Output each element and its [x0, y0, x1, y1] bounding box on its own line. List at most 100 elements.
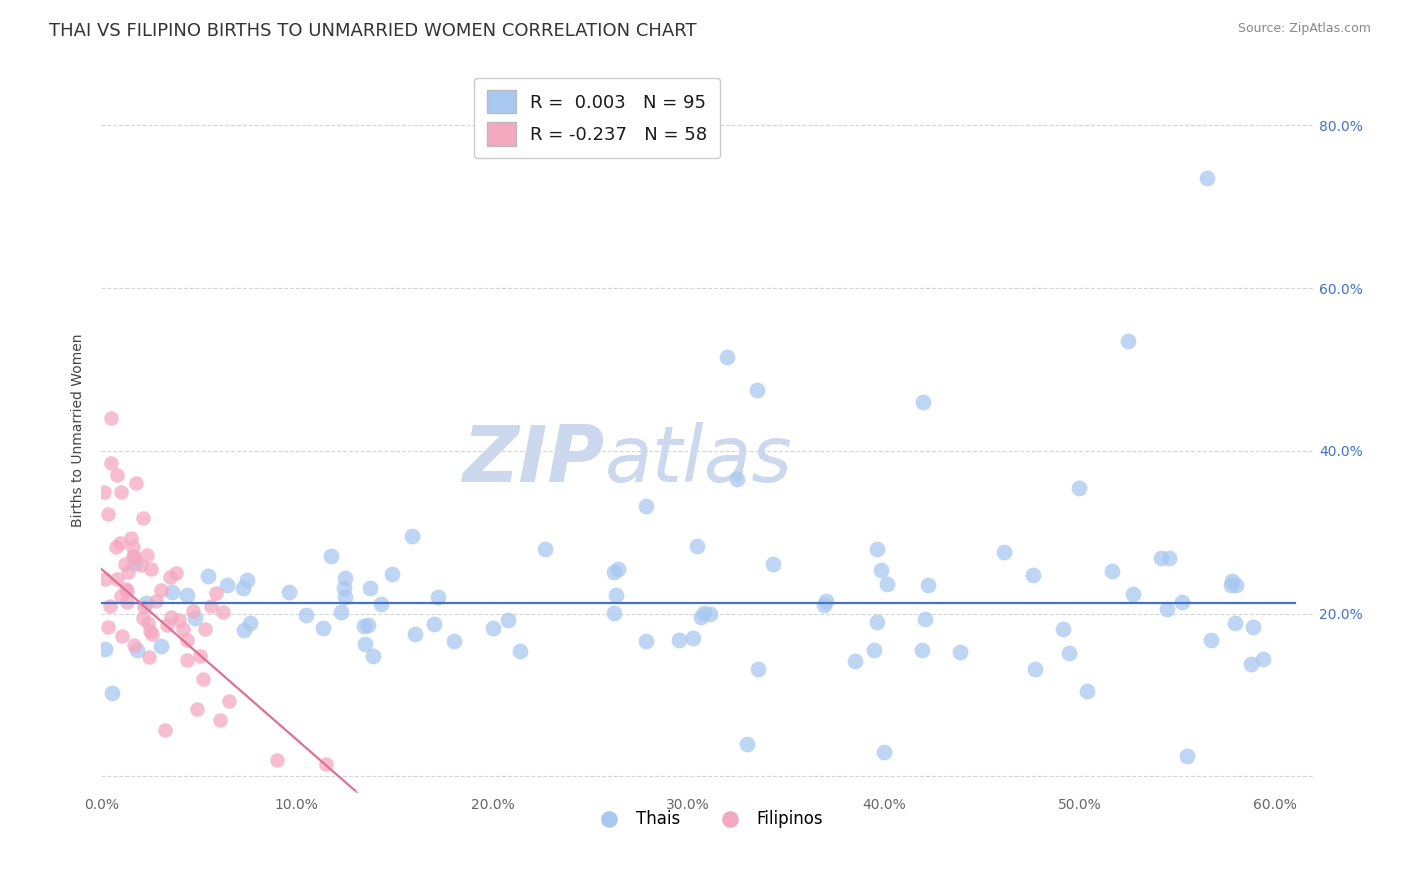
Point — [97, 508, 120, 522]
Point — [156, 618, 179, 632]
Point — [1057, 646, 1080, 660]
Point — [150, 583, 173, 598]
Point — [865, 541, 887, 556]
Point — [184, 611, 207, 625]
Point — [186, 701, 208, 715]
Point — [634, 633, 657, 648]
Point — [100, 456, 122, 470]
Point — [124, 638, 146, 652]
Point — [295, 608, 318, 623]
Point — [114, 557, 136, 571]
Point — [93, 485, 115, 500]
Point — [1240, 657, 1263, 672]
Point — [311, 621, 333, 635]
Point — [865, 615, 887, 629]
Point — [141, 562, 163, 576]
Point — [1195, 171, 1218, 186]
Point — [129, 558, 152, 573]
Point — [321, 549, 343, 563]
Point — [354, 637, 377, 651]
Point — [1052, 622, 1074, 636]
Point — [94, 641, 117, 656]
Point — [97, 620, 120, 634]
Point — [134, 599, 156, 614]
Point — [176, 632, 198, 647]
Point — [124, 556, 146, 570]
Point — [105, 468, 128, 483]
Point — [686, 539, 709, 553]
Point — [509, 644, 531, 658]
Point — [496, 613, 519, 627]
Point — [98, 599, 121, 614]
Point — [212, 605, 235, 619]
Point — [359, 581, 381, 595]
Point — [100, 686, 122, 700]
Point — [911, 395, 934, 409]
Point — [949, 645, 972, 659]
Point — [115, 584, 138, 599]
Point — [482, 621, 505, 635]
Point — [110, 535, 132, 549]
Point — [188, 649, 211, 664]
Point — [232, 581, 254, 595]
Point — [747, 662, 769, 676]
Point — [682, 631, 704, 645]
Point — [122, 549, 145, 563]
Point — [606, 562, 628, 576]
Point — [716, 351, 738, 365]
Point — [125, 476, 148, 491]
Point — [603, 606, 626, 620]
Point — [870, 563, 893, 577]
Point — [423, 617, 446, 632]
Point — [876, 577, 898, 591]
Point — [94, 573, 117, 587]
Text: ZIP: ZIP — [463, 422, 605, 498]
Point — [329, 605, 352, 619]
Point — [236, 573, 259, 587]
Point — [636, 499, 658, 513]
Point — [135, 548, 157, 562]
Text: atlas: atlas — [605, 422, 793, 498]
Point — [1170, 595, 1192, 609]
Point — [135, 596, 157, 610]
Point — [115, 595, 138, 609]
Point — [735, 737, 758, 751]
Point — [120, 531, 142, 545]
Point — [110, 590, 132, 604]
Point — [141, 627, 163, 641]
Point — [239, 615, 262, 630]
Point — [159, 570, 181, 584]
Point — [149, 639, 172, 653]
Point — [1159, 551, 1181, 566]
Point — [115, 582, 138, 596]
Point — [911, 643, 934, 657]
Point — [873, 745, 896, 759]
Point — [863, 642, 886, 657]
Legend: Thais, Filipinos: Thais, Filipinos — [585, 804, 830, 835]
Point — [917, 578, 939, 592]
Point — [127, 643, 149, 657]
Point — [725, 472, 748, 486]
Point — [105, 540, 128, 554]
Point — [165, 566, 187, 580]
Point — [122, 550, 145, 565]
Point — [404, 627, 426, 641]
Y-axis label: Births to Unmarried Women: Births to Unmarried Women — [72, 334, 86, 527]
Point — [1156, 602, 1178, 616]
Point — [1022, 568, 1045, 582]
Point — [117, 565, 139, 579]
Point — [762, 557, 785, 571]
Point — [361, 648, 384, 663]
Point — [132, 511, 155, 525]
Text: Source: ZipAtlas.com: Source: ZipAtlas.com — [1237, 22, 1371, 36]
Point — [153, 723, 176, 738]
Point — [689, 610, 711, 624]
Point — [1122, 587, 1144, 601]
Point — [353, 619, 375, 633]
Point — [1101, 564, 1123, 578]
Point — [1225, 616, 1247, 631]
Point — [427, 591, 450, 605]
Point — [333, 590, 356, 604]
Point — [1175, 749, 1198, 764]
Point — [315, 757, 337, 772]
